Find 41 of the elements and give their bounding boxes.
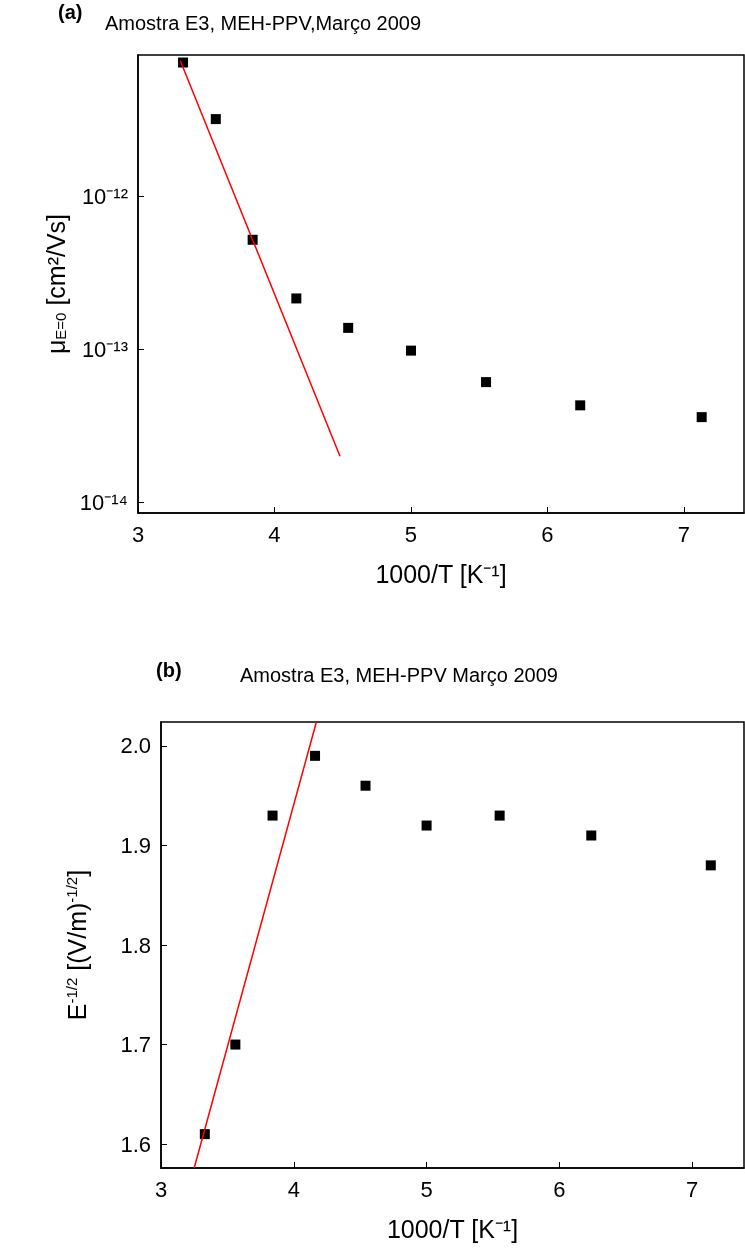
y-axis-title: E-1/2 [(V/m)-1/2] <box>62 869 92 1021</box>
point <box>705 860 716 871</box>
point <box>575 400 586 411</box>
point <box>360 780 371 791</box>
point <box>210 114 221 125</box>
text: (a) <box>58 1 83 23</box>
x-tick-label: 6 <box>541 521 554 547</box>
x-axis-title: 1000/T [K⁻¹] <box>386 1214 519 1243</box>
point <box>291 293 302 304</box>
x-tick-label: 5 <box>420 1176 433 1202</box>
y-axis-title: μE=0 [cm²/Vs] <box>41 213 70 355</box>
y-tick-label: 1.8 <box>120 932 151 958</box>
x-tick-label: 3 <box>131 521 145 547</box>
point <box>421 820 432 831</box>
x-tick-label: 7 <box>686 1176 699 1202</box>
point <box>310 750 321 761</box>
point <box>586 830 597 841</box>
y-tick-label: 10⁻¹⁴ <box>79 489 128 515</box>
chart-title: Amostra E3, MEH-PPV Março 2009 <box>240 664 558 686</box>
chart-title: Amostra E3, MEH-PPV,Março 2009 <box>105 12 422 34</box>
point <box>230 1039 241 1050</box>
x-tick-label: 3 <box>154 1176 168 1202</box>
x-tick-label: 5 <box>404 521 418 547</box>
x-tick-label: 4 <box>287 1176 300 1202</box>
point <box>494 810 505 821</box>
y-tick-label: 1.9 <box>120 832 151 858</box>
y-tick-label: 1.7 <box>120 1032 151 1058</box>
x-tick-label: 6 <box>553 1176 566 1202</box>
point <box>267 810 278 821</box>
text: (b) <box>156 659 182 681</box>
x-tick-label: 4 <box>268 521 281 547</box>
point <box>343 322 354 333</box>
x-tick-label: 7 <box>677 521 691 547</box>
y-tick-label: 10⁻¹² <box>81 183 128 209</box>
point <box>481 377 492 388</box>
point <box>696 412 707 423</box>
x-axis-title: 1000/T [K⁻¹] <box>375 559 507 588</box>
y-tick-label: 2.0 <box>120 733 151 759</box>
point <box>405 345 416 356</box>
y-tick-label: 10⁻¹³ <box>81 336 128 362</box>
y-tick-label: 1.6 <box>120 1131 151 1157</box>
